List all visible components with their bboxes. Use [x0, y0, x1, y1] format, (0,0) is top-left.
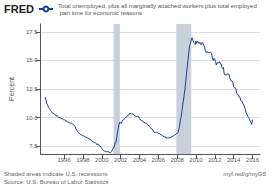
- svg-text:17.5: 17.5: [26, 29, 38, 35]
- svg-text:1998: 1998: [76, 157, 90, 163]
- svg-text:2000: 2000: [95, 157, 109, 163]
- svg-text:Total unemployed, plus all mar: Total unemployed, plus all marginally at…: [58, 3, 257, 9]
- svg-text:2006: 2006: [152, 157, 166, 163]
- svg-text:myf.red/g/myG5: myf.red/g/myG5: [223, 171, 266, 177]
- svg-text:7.5: 7.5: [29, 143, 38, 149]
- svg-text:2014: 2014: [227, 157, 241, 163]
- svg-text:FRED: FRED: [4, 3, 34, 15]
- svg-text:1996: 1996: [57, 157, 71, 163]
- svg-text:Shaded areas indicate U.S. rec: Shaded areas indicate U.S. recessions: [4, 171, 107, 177]
- svg-text:2016: 2016: [246, 157, 260, 163]
- svg-text:15.0: 15.0: [26, 57, 38, 63]
- svg-text:12.5: 12.5: [26, 86, 38, 92]
- svg-text:part time for economic reasons: part time for economic reasons: [58, 10, 142, 16]
- svg-text:2004: 2004: [133, 157, 147, 163]
- svg-text:Source: U.S. Bureau of Labor S: Source: U.S. Bureau of Labor Statistics: [4, 179, 108, 185]
- svg-text:2010: 2010: [189, 157, 203, 163]
- svg-text:Percent: Percent: [8, 77, 15, 101]
- svg-text:10.0: 10.0: [26, 115, 38, 121]
- svg-text:2008: 2008: [170, 157, 184, 163]
- svg-text:2002: 2002: [114, 157, 128, 163]
- svg-text:2012: 2012: [208, 157, 222, 163]
